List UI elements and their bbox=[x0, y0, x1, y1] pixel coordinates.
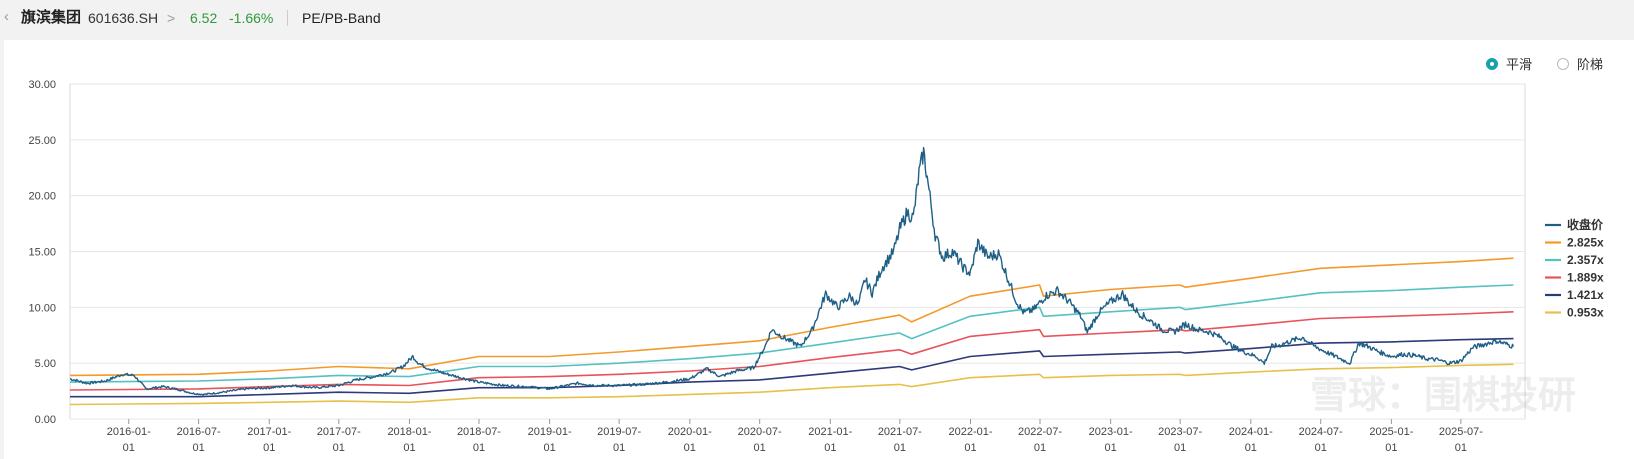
header-bar: ‹ 旗滨集团 601636.SH > 6.52 -1.66% PE/PB-Ban… bbox=[0, 0, 1634, 38]
radio-selected-icon[interactable] bbox=[1486, 57, 1498, 70]
chart-panel bbox=[4, 40, 1634, 459]
step-label: 阶梯 bbox=[1577, 57, 1604, 72]
chevron-left-icon[interactable]: ‹ bbox=[4, 8, 9, 25]
stock-code: 601636.SH bbox=[88, 10, 159, 26]
tab-pe-pb-band[interactable]: PE/PB-Band bbox=[302, 10, 381, 26]
chevron-right-icon: > bbox=[167, 10, 176, 26]
radio-unselected-icon[interactable] bbox=[1557, 57, 1569, 70]
stock-name: 旗滨集团 bbox=[21, 9, 82, 26]
smooth-radio-option[interactable]: 平滑 bbox=[1486, 54, 1532, 73]
stock-price: 6.52 bbox=[190, 10, 218, 26]
smooth-label: 平滑 bbox=[1506, 57, 1533, 72]
price-change: -1.66% bbox=[229, 10, 274, 26]
header-divider bbox=[287, 10, 288, 26]
step-radio-option[interactable]: 阶梯 bbox=[1557, 54, 1603, 73]
